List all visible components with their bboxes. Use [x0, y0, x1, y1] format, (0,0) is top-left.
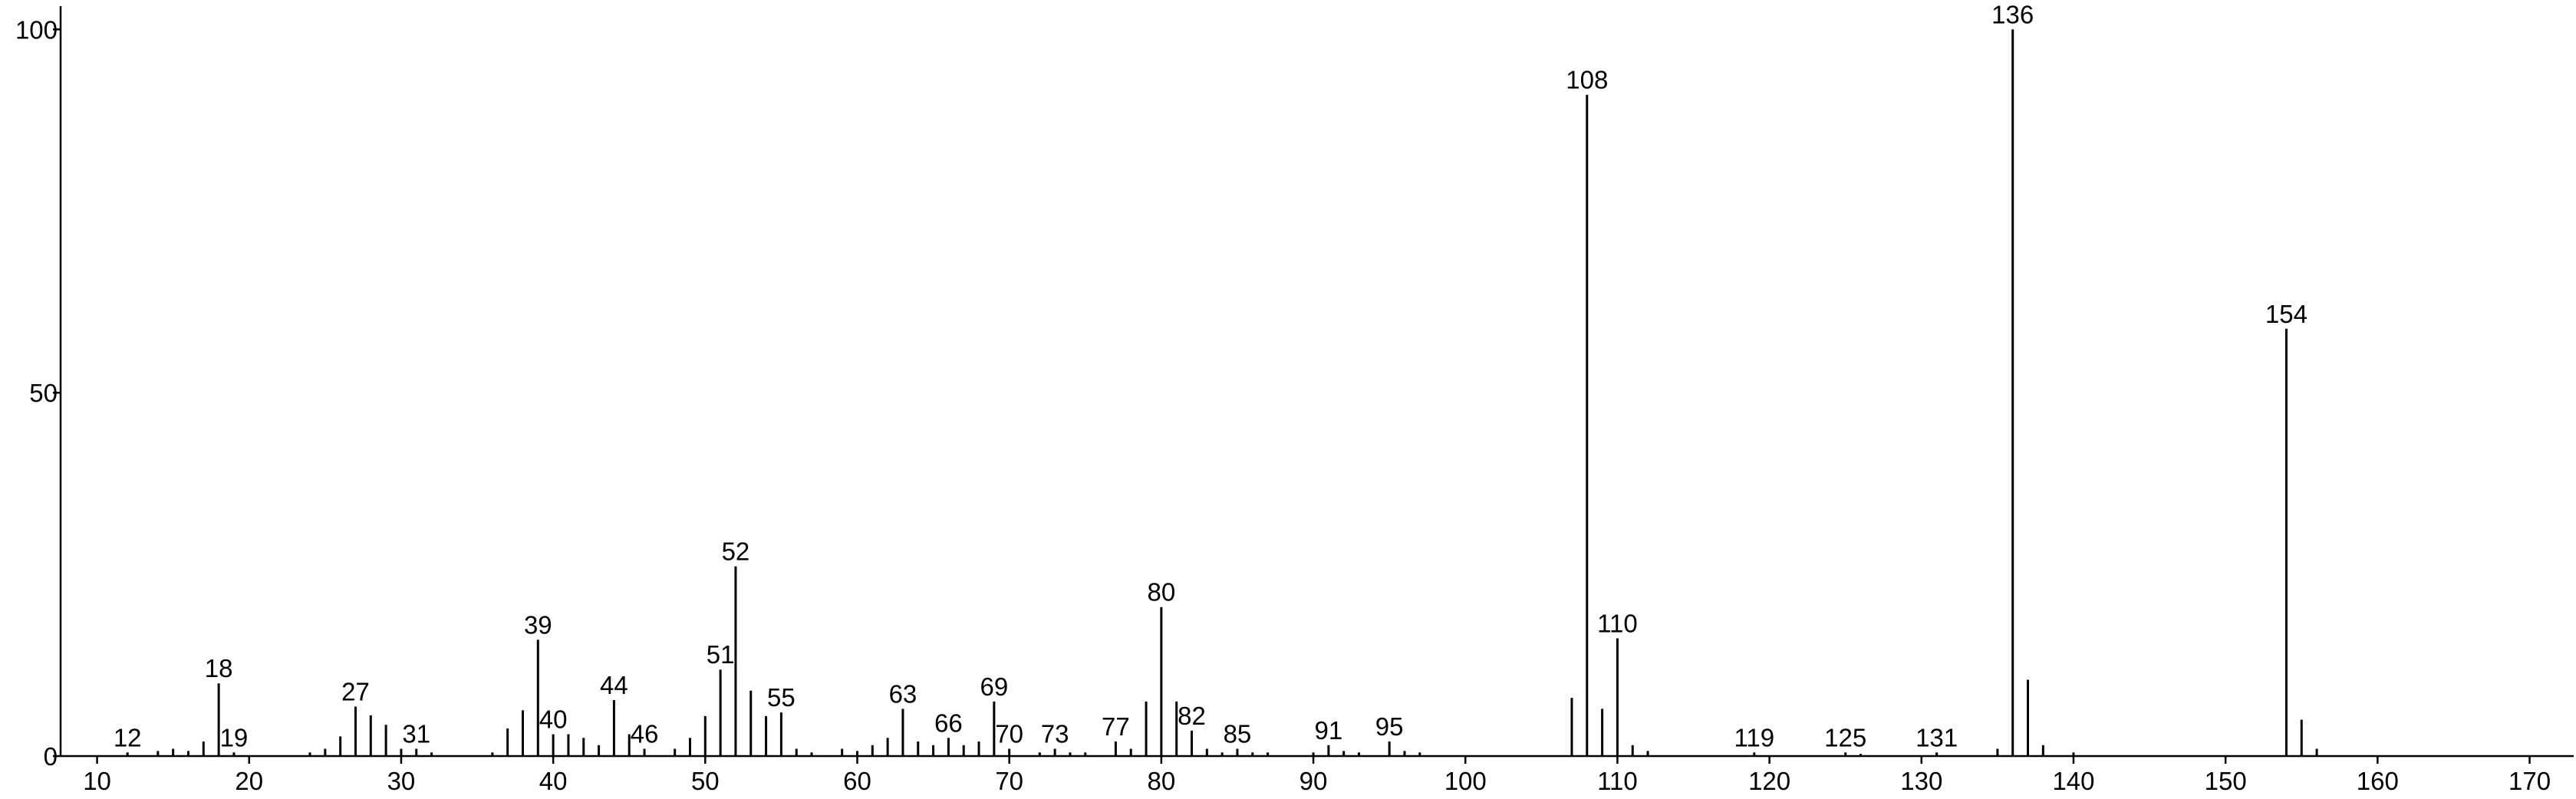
peak-label: 85 — [1224, 720, 1252, 748]
peak-label: 119 — [1734, 723, 1774, 751]
peak-label: 131 — [1916, 723, 1958, 751]
peak-label: 136 — [1991, 0, 2034, 28]
x-tick-label: 50 — [691, 767, 720, 795]
y-tick-label: 0 — [44, 742, 58, 771]
peak-label: 55 — [767, 683, 796, 712]
peak-label: 108 — [1566, 66, 1608, 94]
x-tick-label: 130 — [1900, 767, 1942, 795]
x-tick-label: 40 — [539, 767, 568, 795]
peak-label: 69 — [980, 672, 1008, 701]
x-tick-label: 60 — [843, 767, 871, 795]
peak-label: 95 — [1375, 712, 1404, 741]
peak-label: 12 — [114, 723, 142, 751]
x-tick-label: 100 — [1444, 767, 1487, 795]
peak-label: 46 — [631, 720, 659, 748]
x-tick-label: 110 — [1597, 767, 1638, 795]
x-tick-label: 170 — [2508, 767, 2551, 795]
peak-label: 80 — [1148, 578, 1176, 607]
peak-label: 52 — [722, 538, 750, 566]
peak-label: 44 — [600, 671, 628, 699]
x-tick-label: 140 — [2052, 767, 2094, 795]
x-tick-label: 70 — [995, 767, 1023, 795]
x-tick-label: 30 — [387, 767, 416, 795]
peak-label: 31 — [402, 720, 430, 748]
peak-label: 19 — [220, 723, 249, 751]
y-tick-label: 100 — [15, 15, 58, 44]
x-tick-label: 120 — [1748, 767, 1790, 795]
x-tick-label: 150 — [2205, 767, 2247, 795]
peak-label: 40 — [539, 705, 568, 734]
x-tick-label: 20 — [235, 767, 263, 795]
peak-label: 63 — [889, 679, 917, 708]
peak-label: 51 — [707, 640, 735, 669]
peak-label: 82 — [1178, 702, 1206, 730]
peak-label: 125 — [1824, 723, 1866, 751]
peak-label: 91 — [1315, 716, 1343, 745]
peak-label: 18 — [205, 654, 233, 682]
y-tick-label: 50 — [29, 379, 58, 407]
peak-label: 70 — [995, 720, 1023, 748]
peak-label: 27 — [341, 678, 370, 706]
x-tick-label: 10 — [83, 767, 111, 795]
peak-label: 73 — [1041, 720, 1069, 748]
x-tick-label: 90 — [1300, 767, 1328, 795]
peak-label: 66 — [934, 709, 963, 737]
x-tick-label: 80 — [1148, 767, 1176, 795]
peak-label: 110 — [1597, 609, 1638, 637]
x-tick-label: 160 — [2357, 767, 2399, 795]
peak-label: 77 — [1102, 712, 1130, 741]
peak-label: 39 — [524, 610, 552, 639]
peak-label: 154 — [2265, 300, 2308, 328]
